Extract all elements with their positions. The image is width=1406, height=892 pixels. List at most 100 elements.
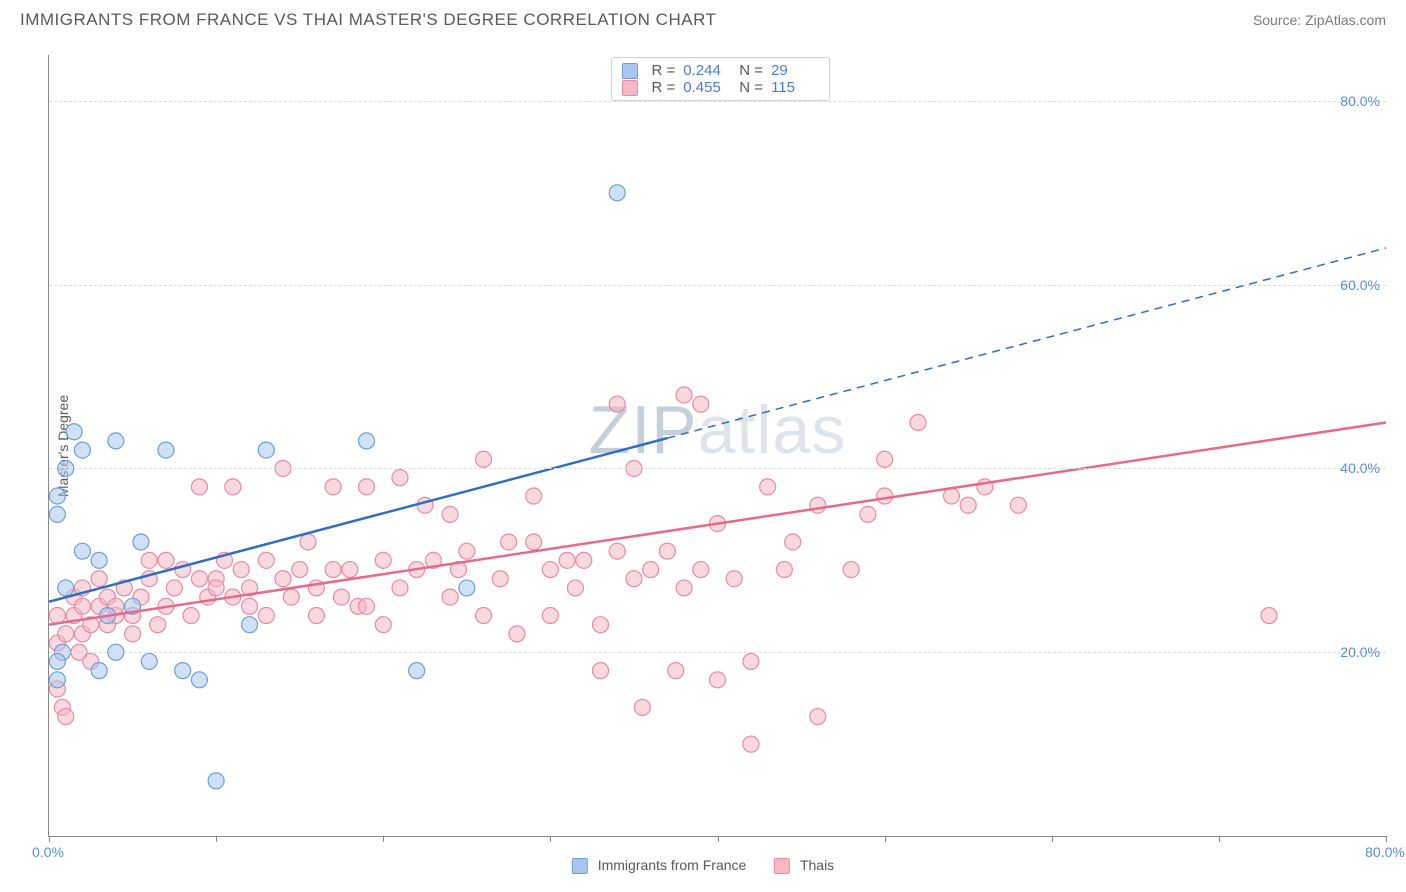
- scatter-point: [442, 506, 458, 522]
- scatter-point: [676, 580, 692, 596]
- scatter-point: [166, 580, 182, 596]
- scatter-point: [133, 534, 149, 550]
- scatter-point: [208, 773, 224, 789]
- scatter-point: [275, 571, 291, 587]
- scatter-point: [91, 571, 107, 587]
- x-tick: [1386, 836, 1387, 842]
- trend-line-blue-dashed: [667, 248, 1386, 438]
- scatter-point: [91, 552, 107, 568]
- gridline: [49, 285, 1386, 286]
- scatter-point: [492, 571, 508, 587]
- scatter-point: [66, 424, 82, 440]
- scatter-point: [342, 562, 358, 578]
- scatter-point: [283, 589, 299, 605]
- scatter-point: [49, 488, 65, 504]
- scatter-point: [576, 552, 592, 568]
- scatter-point: [626, 571, 642, 587]
- scatter-point: [785, 534, 801, 550]
- scatter-point: [175, 663, 191, 679]
- scatter-point: [359, 598, 375, 614]
- trend-line-pink: [49, 423, 1386, 625]
- scatter-point: [509, 626, 525, 642]
- scatter-point: [476, 607, 492, 623]
- scatter-point: [58, 580, 74, 596]
- x-tick: [383, 836, 384, 842]
- scatter-point: [1261, 607, 1277, 623]
- scatter-point: [526, 534, 542, 550]
- scatter-point: [242, 598, 258, 614]
- scatter-point: [258, 442, 274, 458]
- scatter-point: [476, 451, 492, 467]
- scatter-point: [392, 470, 408, 486]
- scatter-point: [877, 488, 893, 504]
- scatter-point: [609, 396, 625, 412]
- y-tick-label: 40.0%: [1340, 460, 1380, 476]
- scatter-point: [910, 415, 926, 431]
- scatter-point: [300, 534, 316, 550]
- scatter-point: [141, 653, 157, 669]
- chart-title: IMMIGRANTS FROM FRANCE VS THAI MASTER'S …: [20, 10, 716, 30]
- scatter-svg: [49, 55, 1386, 836]
- source-attribution: Source: ZipAtlas.com: [1253, 12, 1386, 28]
- legend-swatch-blue: [572, 858, 588, 874]
- gridline: [49, 468, 1386, 469]
- scatter-point: [58, 626, 74, 642]
- scatter-point: [49, 607, 65, 623]
- scatter-point: [258, 607, 274, 623]
- y-tick-label: 80.0%: [1340, 93, 1380, 109]
- scatter-point: [158, 552, 174, 568]
- gridline: [49, 101, 1386, 102]
- scatter-point: [726, 571, 742, 587]
- scatter-point: [325, 562, 341, 578]
- scatter-point: [49, 506, 65, 522]
- x-tick: [1219, 836, 1220, 842]
- scatter-point: [710, 672, 726, 688]
- scatter-point: [760, 479, 776, 495]
- scatter-point: [593, 663, 609, 679]
- scatter-point: [191, 672, 207, 688]
- x-tick: [885, 836, 886, 842]
- chart-plot-area: ZIPatlas R = 0.244 N = 29 R = 0.455 N = …: [48, 55, 1386, 837]
- source-label: Source:: [1253, 12, 1301, 28]
- scatter-point: [359, 479, 375, 495]
- scatter-point: [49, 672, 65, 688]
- x-tick: [216, 836, 217, 842]
- scatter-point: [542, 607, 558, 623]
- legend-label-blue: Immigrants from France: [598, 857, 747, 873]
- legend-label-pink: Thais: [800, 857, 834, 873]
- scatter-point: [141, 552, 157, 568]
- scatter-point: [91, 663, 107, 679]
- scatter-point: [542, 562, 558, 578]
- scatter-point: [191, 479, 207, 495]
- scatter-point: [943, 488, 959, 504]
- scatter-point: [743, 736, 759, 752]
- source-value: ZipAtlas.com: [1305, 12, 1386, 28]
- scatter-point: [810, 709, 826, 725]
- scatter-point: [308, 607, 324, 623]
- scatter-point: [877, 451, 893, 467]
- scatter-point: [325, 479, 341, 495]
- scatter-point: [693, 562, 709, 578]
- scatter-point: [158, 442, 174, 458]
- chart-header: IMMIGRANTS FROM FRANCE VS THAI MASTER'S …: [0, 0, 1406, 36]
- x-tick: [718, 836, 719, 842]
- scatter-point: [743, 653, 759, 669]
- scatter-point: [392, 580, 408, 596]
- scatter-point: [375, 552, 391, 568]
- scatter-point: [643, 562, 659, 578]
- scatter-point: [359, 433, 375, 449]
- legend-item-blue: Immigrants from France: [572, 857, 746, 874]
- scatter-point: [233, 562, 249, 578]
- scatter-point: [567, 580, 583, 596]
- scatter-point: [191, 571, 207, 587]
- scatter-point: [49, 653, 65, 669]
- scatter-point: [183, 607, 199, 623]
- legend-item-pink: Thais: [774, 857, 834, 874]
- scatter-point: [668, 663, 684, 679]
- y-tick-label: 20.0%: [1340, 644, 1380, 660]
- scatter-point: [459, 543, 475, 559]
- scatter-point: [693, 396, 709, 412]
- scatter-point: [634, 699, 650, 715]
- x-tick: [550, 836, 551, 842]
- scatter-point: [593, 617, 609, 633]
